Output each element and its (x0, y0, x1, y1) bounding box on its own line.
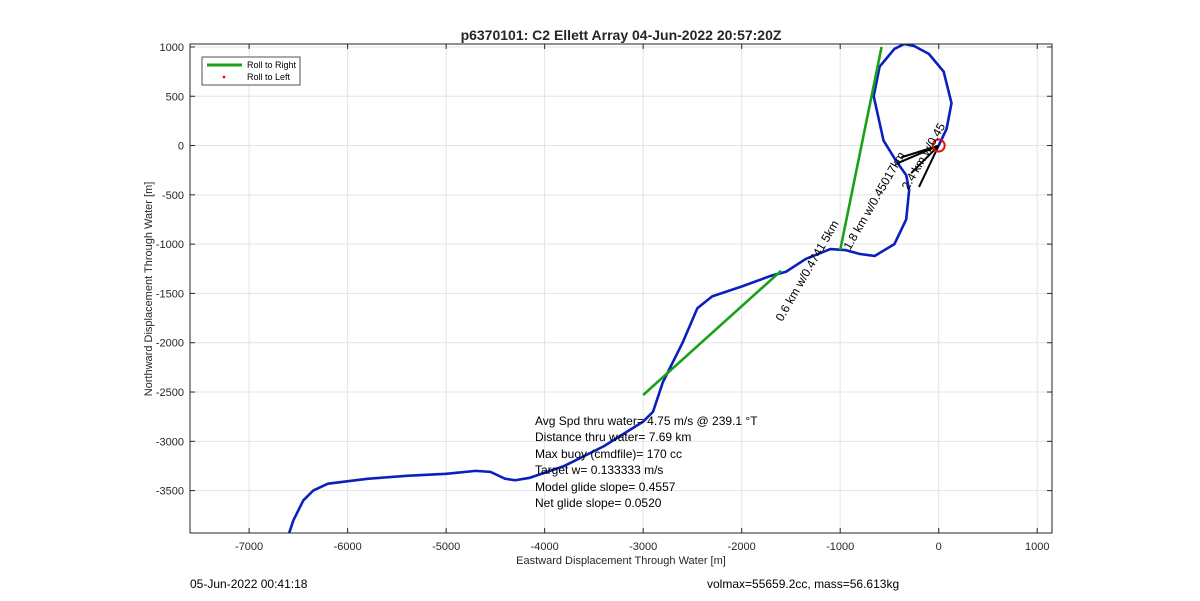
annotation-max-buoy: Max buoy (cmdfile)= 170 cc (535, 447, 682, 461)
legend-label-roll-right: Roll to Right (247, 60, 297, 70)
y-tick-label: -500 (162, 190, 184, 202)
footer-timestamp: 05-Jun-2022 00:41:18 (190, 577, 308, 591)
y-tick-label: 500 (166, 91, 184, 103)
footer-volume-mass: volmax=55659.2cc, mass=56.613kg (707, 577, 900, 591)
series-layer (287, 44, 953, 533)
annotation-avg-speed: Avg Spd thru water= 4.75 m/s @ 239.1 °T (535, 414, 758, 428)
y-tick-label: -3000 (156, 436, 184, 448)
start-marker (931, 138, 946, 153)
dive-vector (918, 145, 940, 188)
x-tick-label: -1000 (826, 541, 854, 553)
trajectory-line (287, 44, 953, 533)
annotation-model-glide: Model glide slope= 0.4557 (535, 480, 676, 494)
legend: Roll to Right Roll to Left (201, 56, 301, 86)
annotation-target-w: Target w= 0.133333 m/s (535, 463, 663, 477)
x-tick-label: -6000 (334, 541, 362, 553)
y-tick-label: 1000 (160, 42, 184, 54)
legend-box (201, 56, 301, 86)
legend-label-roll-left: Roll to Left (247, 72, 291, 82)
x-tick-label: -5000 (432, 541, 460, 553)
y-tick-label: -1500 (156, 288, 184, 300)
annotation-distance: Distance thru water= 7.69 km (535, 430, 691, 444)
plot-area (190, 44, 1052, 533)
y-axis-label: Northward Displacement Through Water [m] (143, 182, 155, 397)
x-axis-label: Eastward Displacement Through Water [m] (516, 555, 726, 567)
plot-frame (189, 43, 1053, 534)
y-tick-label: 0 (178, 141, 184, 153)
axis-ticks: -7000 -6000 -5000 -4000 -3000 -2000 -1000 0 1000… (156, 42, 1052, 553)
series-group (287, 44, 953, 533)
x-tick-label: 0 (936, 541, 942, 553)
roll-right-segment (838, 46, 883, 251)
x-tick-label: -4000 (531, 541, 559, 553)
y-tick-label: -2500 (156, 387, 184, 399)
y-tick-label: -3500 (156, 486, 184, 498)
chart-title: p6370101: C2 Ellett Array 04-Jun-2022 20… (461, 27, 782, 43)
x-tick-label: -2000 (728, 541, 756, 553)
legend-dot-roll-left (222, 75, 226, 79)
y-tick-label: -2000 (156, 338, 184, 350)
y-tick-label: -1000 (156, 239, 184, 251)
roll-right-segment (642, 269, 782, 396)
x-tick-label: 1000 (1025, 541, 1049, 553)
x-tick-label: -3000 (629, 541, 657, 553)
grid-lines (190, 44, 1052, 533)
x-tick-label: -7000 (235, 541, 263, 553)
stats-annotations: Avg Spd thru water= 4.75 m/s @ 239.1 °T … (535, 414, 758, 510)
annotation-net-glide: Net glide slope= 0.0520 (535, 496, 662, 510)
